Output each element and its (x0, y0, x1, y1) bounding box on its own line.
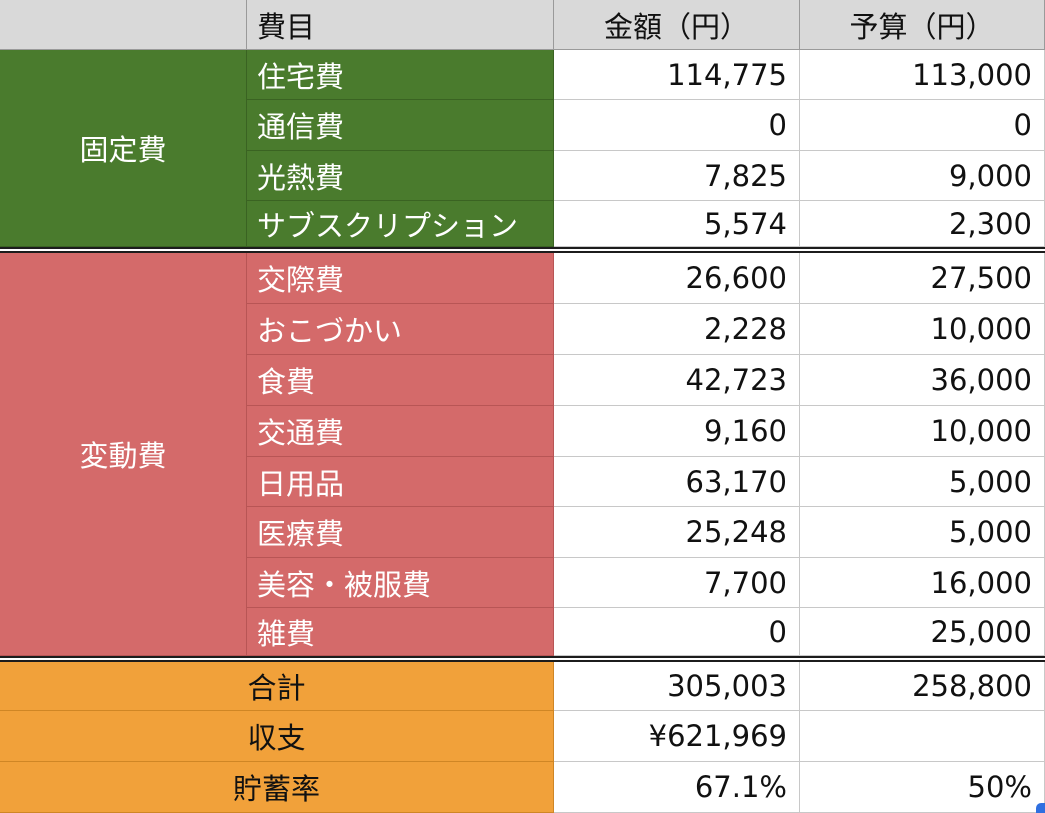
summary-balance-budget[interactable] (800, 711, 1045, 762)
fixed-amount-utilities[interactable]: 7,825 (554, 151, 800, 201)
fixed-amount-housing[interactable]: 114,775 (554, 50, 800, 100)
variable-amount-transport[interactable]: 9,160 (554, 406, 800, 457)
summary-savings-rate-label[interactable]: 貯蓄率 (0, 762, 554, 813)
summary-total-amount[interactable]: 305,003 (554, 662, 800, 711)
fixed-budget-subscription[interactable]: 2,300 (800, 201, 1045, 247)
variable-budget-transport[interactable]: 10,000 (800, 406, 1045, 457)
variable-item-misc[interactable]: 雑費 (247, 608, 554, 656)
variable-budget-allowance[interactable]: 10,000 (800, 304, 1045, 355)
variable-budget-beauty-clothing[interactable]: 16,000 (800, 558, 1045, 608)
summary-savings-rate-amount[interactable]: 67.1% (554, 762, 800, 813)
group-divider (0, 656, 1045, 662)
summary-balance-amount[interactable]: ¥621,969 (554, 711, 800, 762)
variable-amount-beauty-clothing[interactable]: 7,700 (554, 558, 800, 608)
selection-handle[interactable] (1036, 803, 1045, 813)
variable-item-daily-goods[interactable]: 日用品 (247, 457, 554, 507)
variable-amount-medical[interactable]: 25,248 (554, 507, 800, 558)
variable-amount-daily-goods[interactable]: 63,170 (554, 457, 800, 507)
header-budget-cell[interactable]: 予算（円） (800, 0, 1045, 50)
fixed-amount-subscription[interactable]: 5,574 (554, 201, 800, 247)
group-divider (0, 247, 1045, 253)
fixed-budget-housing[interactable]: 113,000 (800, 50, 1045, 100)
fixed-item-telecom[interactable]: 通信費 (247, 100, 554, 151)
fixed-item-utilities[interactable]: 光熱費 (247, 151, 554, 201)
variable-item-food[interactable]: 食費 (247, 355, 554, 406)
variable-amount-food[interactable]: 42,723 (554, 355, 800, 406)
fixed-budget-utilities[interactable]: 9,000 (800, 151, 1045, 201)
variable-budget-medical[interactable]: 5,000 (800, 507, 1045, 558)
fixed-amount-telecom[interactable]: 0 (554, 100, 800, 151)
summary-total-label[interactable]: 合計 (0, 662, 554, 711)
variable-item-social[interactable]: 交際費 (247, 253, 554, 304)
variable-budget-social[interactable]: 27,500 (800, 253, 1045, 304)
summary-savings-rate-budget[interactable]: 50% (800, 762, 1045, 813)
summary-total-budget[interactable]: 258,800 (800, 662, 1045, 711)
header-item-cell[interactable]: 費目 (247, 0, 554, 50)
fixed-item-subscription[interactable]: サブスクリプション (247, 201, 554, 247)
summary-balance-label[interactable]: 収支 (0, 711, 554, 762)
variable-cost-group-cell[interactable]: 変動費 (0, 253, 247, 656)
variable-budget-food[interactable]: 36,000 (800, 355, 1045, 406)
variable-item-transport[interactable]: 交通費 (247, 406, 554, 457)
variable-amount-social[interactable]: 26,600 (554, 253, 800, 304)
fixed-cost-group-cell[interactable]: 固定費 (0, 50, 247, 247)
fixed-budget-telecom[interactable]: 0 (800, 100, 1045, 151)
variable-amount-allowance[interactable]: 2,228 (554, 304, 800, 355)
variable-amount-misc[interactable]: 0 (554, 608, 800, 656)
variable-item-medical[interactable]: 医療費 (247, 507, 554, 558)
variable-budget-daily-goods[interactable]: 5,000 (800, 457, 1045, 507)
variable-item-allowance[interactable]: おこづかい (247, 304, 554, 355)
variable-budget-misc[interactable]: 25,000 (800, 608, 1045, 656)
fixed-item-housing[interactable]: 住宅費 (247, 50, 554, 100)
header-category-cell[interactable] (0, 0, 247, 50)
variable-item-beauty-clothing[interactable]: 美容・被服費 (247, 558, 554, 608)
header-amount-cell[interactable]: 金額（円） (554, 0, 800, 50)
